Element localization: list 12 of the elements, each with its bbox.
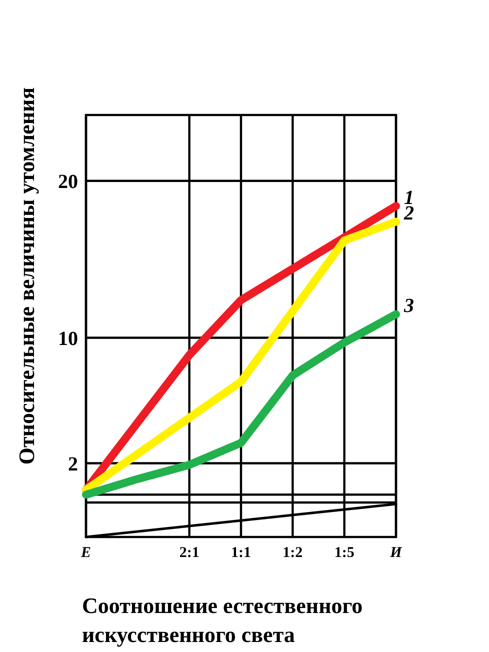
x-tick-label: 2:1 bbox=[179, 545, 200, 561]
series-label: 3 bbox=[403, 295, 414, 318]
x-axis-title: Соотношение естественного искусственного света bbox=[82, 593, 363, 647]
y-axis-title: Относительные величины утомления bbox=[14, 87, 39, 465]
x-tick-label: Е bbox=[80, 545, 92, 561]
x-tick-label: 1:2 bbox=[282, 545, 303, 561]
x-tick-label: 1:1 bbox=[231, 545, 251, 561]
x-tick-label: 1:5 bbox=[334, 545, 354, 561]
y-tick-label: 20 bbox=[58, 170, 78, 193]
y-tick-label: 10 bbox=[58, 328, 78, 350]
x-tick-label: И bbox=[389, 545, 404, 561]
y-tick-label: 2 bbox=[68, 453, 78, 476]
